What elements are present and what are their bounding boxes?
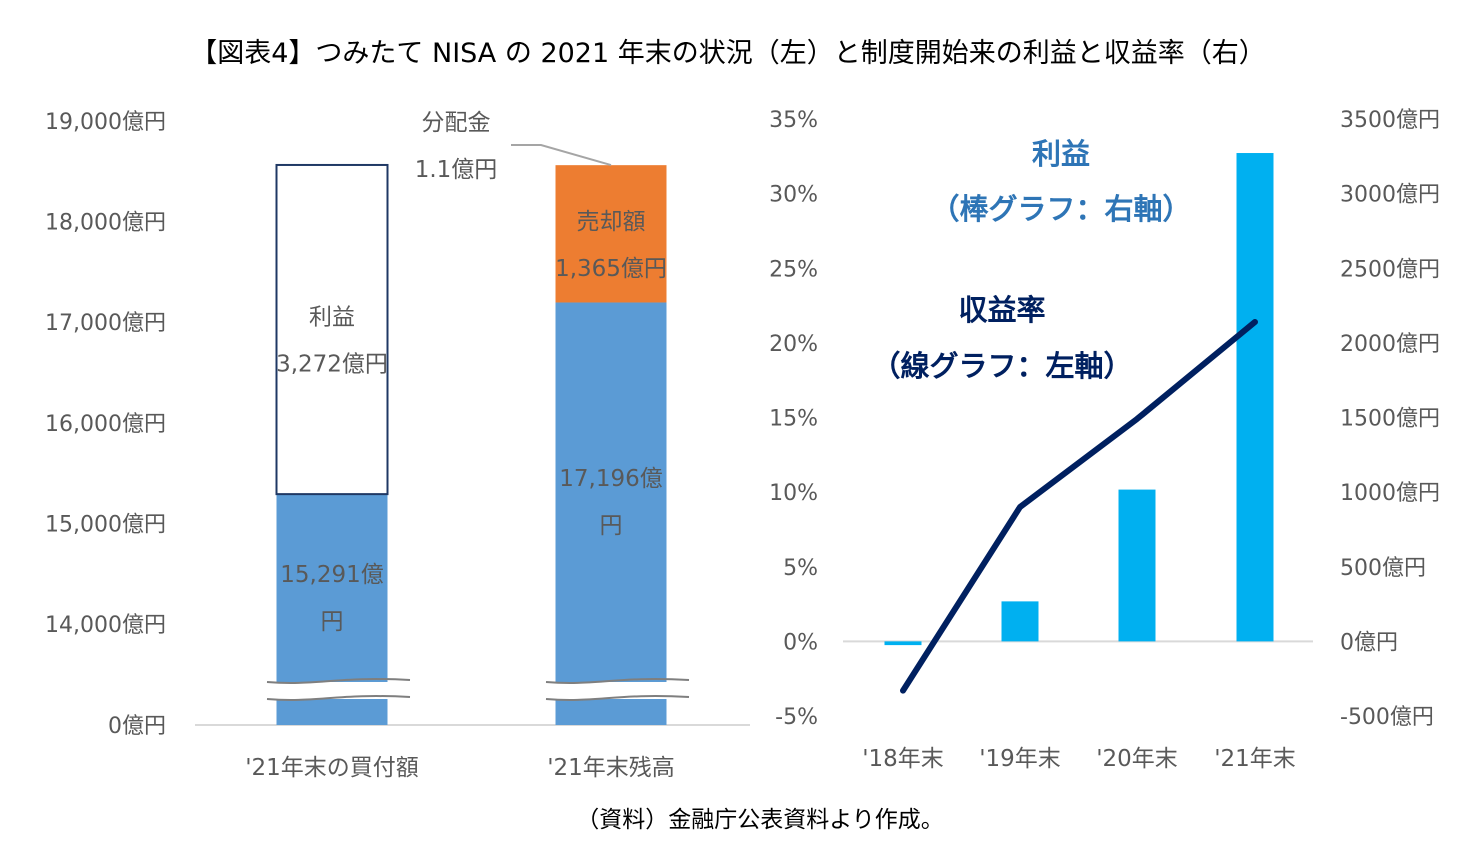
y-tick-label: 0億円 (108, 714, 166, 739)
data-label: 3,272億円 (276, 352, 388, 378)
left-y-tick-label: 0% (783, 630, 818, 655)
y-tick-label: 18,000億円 (45, 211, 166, 236)
right-y-tick-label: 3000億円 (1340, 183, 1440, 208)
data-label: 円 (600, 513, 623, 539)
bar-segment (555, 165, 667, 303)
right-y-tick-label: -500億円 (1340, 705, 1434, 730)
data-label: 利益 (309, 305, 355, 331)
profit-bar (1001, 601, 1039, 642)
chart-title: 【図表4】つみたて NISA の 2021 年末の状況（左）と制度開始来の利益と… (190, 38, 1266, 69)
axis-break-gap (267, 682, 410, 699)
x-tick-label: '18年末 (862, 746, 944, 772)
right-y-tick-label: 3500億円 (1340, 108, 1440, 133)
line-series-label: 収益率 (958, 293, 1045, 327)
bar-series-label: （棒グラフ：右軸） (930, 192, 1191, 226)
left-y-tick-label: 15% (769, 407, 818, 432)
right-y-tick-label: 2000億円 (1340, 332, 1440, 357)
profit-bar (1118, 489, 1156, 642)
left-y-tick-label: 20% (769, 332, 818, 357)
x-tick-label: '21年末 (1214, 746, 1296, 772)
axis-break-gap (546, 682, 689, 699)
bar-series-label: 利益 (1032, 137, 1090, 171)
axis-break-mark (545, 695, 690, 701)
data-label: 円 (321, 609, 344, 635)
y-tick-label: 16,000億円 (45, 412, 166, 437)
axis-break-mark (545, 678, 690, 684)
y-tick-label: 17,000億円 (45, 311, 166, 336)
leader-line (511, 144, 612, 167)
right-chart: 35% 30% 25% 20% 15% 10% 5% 0% -5% 3500億円 3000億円 250… (769, 108, 1440, 772)
right-y-tick-label: 0億円 (1340, 630, 1398, 655)
data-label: 15,291億 (280, 562, 383, 588)
data-label: 分配金 (422, 110, 491, 136)
x-tick-label: '20年末 (1096, 746, 1178, 772)
data-label: 1.1億円 (415, 157, 498, 183)
left-y-tick-label: 30% (769, 183, 818, 208)
data-label: 1,365億円 (555, 256, 667, 282)
data-label: 売却額 (577, 209, 646, 235)
right-y-tick-label: 1500億円 (1340, 407, 1440, 432)
y-tick-label: 19,000億円 (45, 110, 166, 135)
left-y-tick-label: -5% (775, 705, 818, 730)
left-chart: 0億円 14,000億円 15,000億円 16,000億円 17,000億円 18,00… (45, 110, 750, 781)
bar-segment (555, 302, 667, 725)
return-rate-line (900, 318, 1258, 694)
x-tick-label: '21年末の買付額 (245, 755, 419, 781)
left-y-tick-label: 10% (769, 481, 818, 506)
profit-bar (1236, 153, 1274, 642)
axis-break-mark (266, 695, 411, 701)
source-note: （資料）金融庁公表資料より作成。 (576, 807, 944, 833)
y-tick-label: 15,000億円 (45, 512, 166, 537)
line-series-label: （線グラフ：左軸） (871, 349, 1132, 383)
x-tick-label: '21年末残高 (547, 755, 675, 781)
x-tick-label: '19年末 (979, 746, 1061, 772)
bar-segment (275, 163, 389, 496)
left-y-tick-label: 35% (769, 108, 818, 133)
right-y-tick-label: 1000億円 (1340, 481, 1440, 506)
left-y-tick-label: 25% (769, 257, 818, 282)
y-tick-label: 14,000億円 (45, 613, 166, 638)
right-y-tick-label: 2500億円 (1340, 257, 1440, 282)
data-label: 17,196億 (559, 466, 662, 492)
axis-break-mark (266, 678, 411, 684)
right-y-tick-label: 500億円 (1340, 556, 1426, 581)
left-y-tick-label: 5% (783, 556, 818, 581)
profit-bar (884, 641, 922, 646)
